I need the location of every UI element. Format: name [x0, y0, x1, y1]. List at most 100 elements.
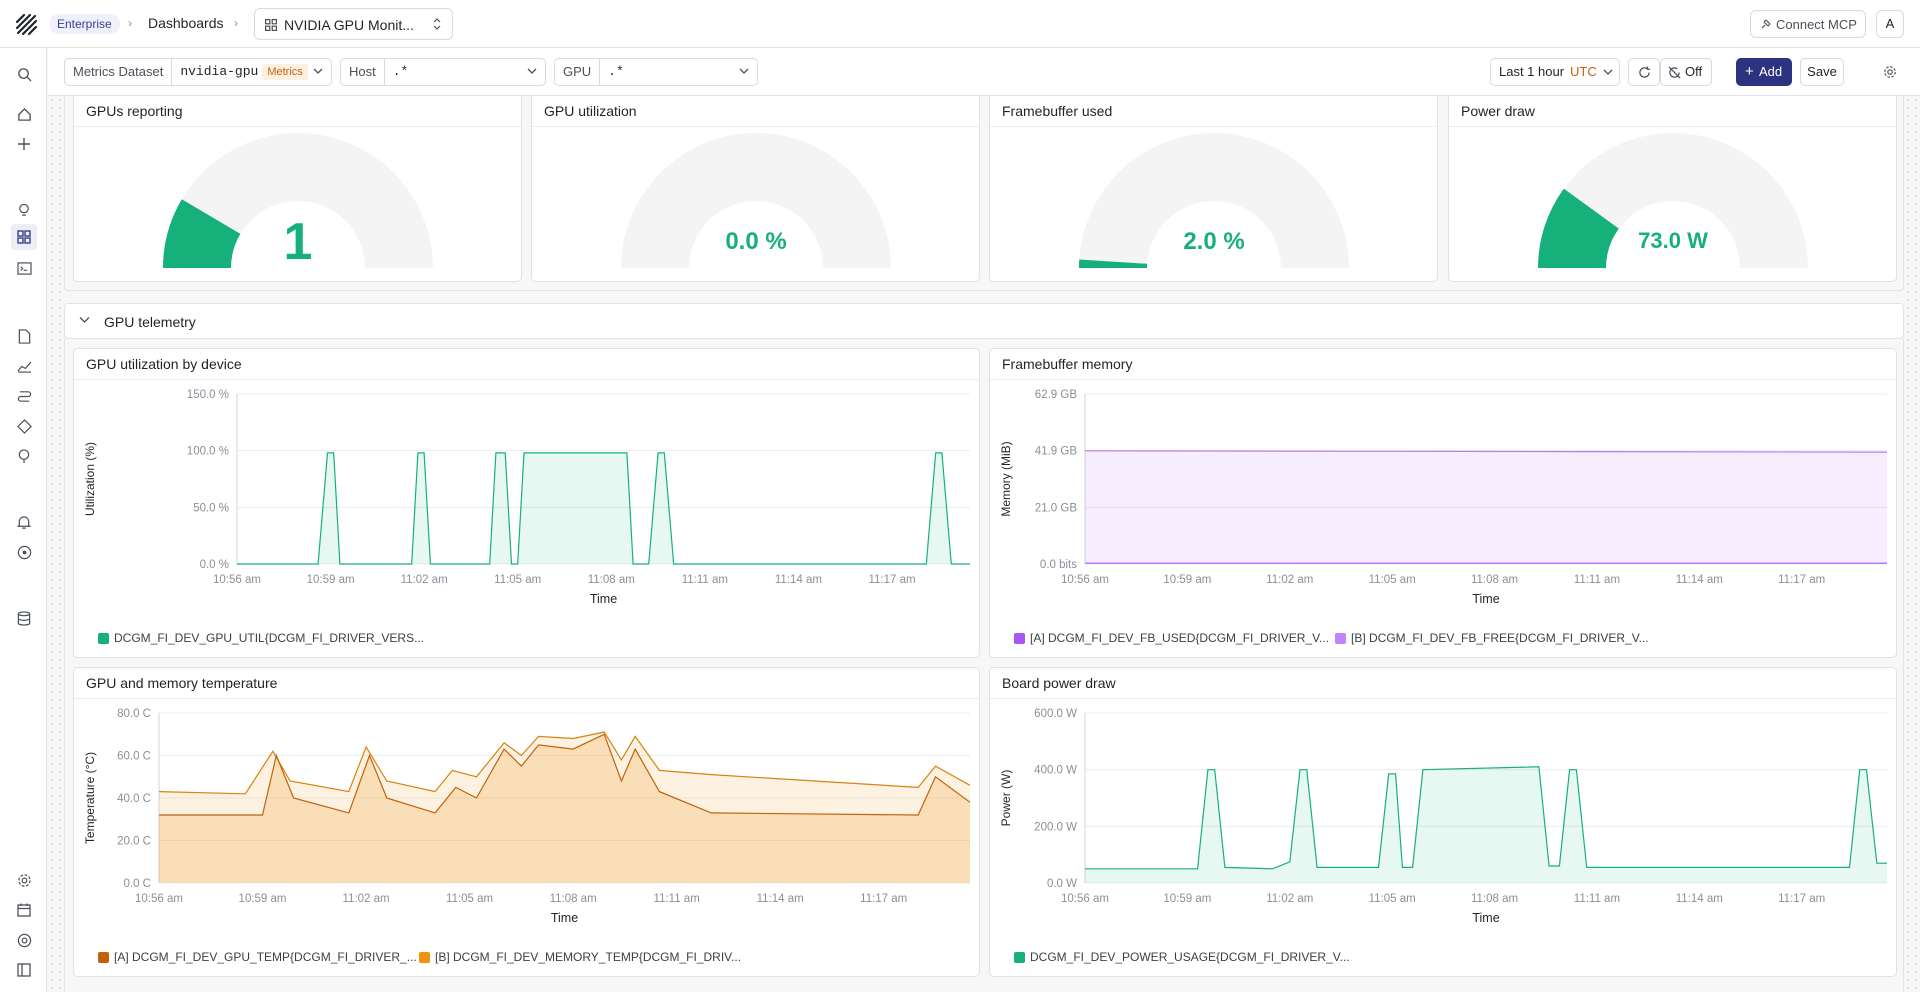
- chevron-right-icon: ›: [234, 16, 238, 30]
- util-chart: 150.0 % 100.0 % 50.0 % 0.0 % 10:56 am 10:59 a…: [83, 389, 970, 606]
- gauge-panel[interactable]: GPUs reporting 1: [73, 96, 522, 282]
- breadcrumb-dashboards[interactable]: Dashboards: [148, 15, 224, 31]
- target-icon[interactable]: [14, 542, 34, 562]
- refresh-icon: [1639, 66, 1651, 78]
- home-icon[interactable]: [14, 104, 34, 124]
- fb-chart: 62.9 GB 41.9 GB 21.0 GB 0.0 bits 10:56 am 10:…: [999, 389, 1888, 606]
- add-label: Add: [1759, 64, 1783, 79]
- y-axis-label: Temperature (°C): [83, 752, 97, 844]
- gauge-fill: [163, 199, 241, 268]
- legend-item[interactable]: [B] DCGM_FI_DEV_MEMORY_TEMP{DCGM_FI_DRIV…: [419, 950, 741, 964]
- y-tick-label: 0.0 C: [124, 878, 152, 890]
- add-button[interactable]: + Add: [1736, 58, 1792, 86]
- legend-item[interactable]: [A] DCGM_FI_DEV_GPU_TEMP{DCGM_FI_DRIVER_…: [98, 950, 417, 964]
- x-tick-label: 11:14 am: [775, 574, 822, 586]
- avatar[interactable]: A: [1876, 10, 1904, 38]
- gauge-value: 0.0 %: [725, 228, 787, 255]
- plug-icon: [1761, 19, 1771, 29]
- panel-title: Power draw: [1449, 96, 1896, 127]
- chevron-down-icon: [739, 68, 749, 74]
- chevron-right-icon: ›: [128, 16, 132, 30]
- x-tick-label: 10:56 am: [213, 574, 261, 586]
- legend-item[interactable]: [A] DCGM_FI_DEV_FB_USED{DCGM_FI_DRIVER_V…: [1014, 631, 1329, 645]
- row-header-gpu-telemetry[interactable]: GPU telemetry: [64, 303, 1904, 339]
- search-icon[interactable]: [14, 64, 34, 84]
- dashboard-title: NVIDIA GPU Monit...: [284, 17, 414, 33]
- x-tick-label: 11:08 am: [588, 574, 635, 586]
- y-tick-label: 0.0 bits: [1040, 559, 1077, 571]
- sidebar-toggle-icon[interactable]: [14, 960, 34, 980]
- auto-refresh-button[interactable]: Off: [1660, 58, 1712, 86]
- dashboards-icon[interactable]: [11, 224, 37, 250]
- gpu-select[interactable]: .*: [600, 59, 757, 85]
- gauge-panel[interactable]: GPU utilization 0.0 %: [531, 96, 980, 282]
- x-tick-label: 11:08 am: [1471, 893, 1518, 905]
- brain-icon[interactable]: [14, 446, 34, 466]
- help-icon[interactable]: [14, 930, 34, 950]
- x-tick-label: 11:11 am: [1574, 893, 1620, 905]
- bell-icon[interactable]: [14, 512, 34, 532]
- host-variable[interactable]: Host .*: [340, 58, 546, 86]
- gauge-chart: [1538, 133, 1808, 268]
- time-range-picker[interactable]: Last 1 hour UTC: [1490, 58, 1620, 86]
- chevron-up-down-icon: [433, 18, 441, 30]
- x-tick-label: 11:17 am: [868, 574, 915, 586]
- plus-icon[interactable]: [14, 134, 34, 154]
- series-area: [237, 452, 970, 564]
- y-tick-label: 50.0 %: [193, 502, 229, 514]
- host-select[interactable]: .*: [385, 59, 545, 85]
- y-axis-label: Utilization (%): [83, 442, 97, 516]
- chart-line-icon[interactable]: [14, 356, 34, 376]
- settings-icon[interactable]: [14, 870, 34, 890]
- y-tick-label: 40.0 C: [117, 793, 151, 805]
- legend-label: [B] DCGM_FI_DEV_FB_FREE{DCGM_FI_DRIVER_V…: [1351, 631, 1649, 645]
- lightbulb-icon[interactable]: [14, 200, 34, 220]
- nodes-icon[interactable]: [14, 416, 34, 436]
- dataset-select[interactable]: nvidia-gpu Metrics: [172, 59, 331, 85]
- legend-label: DCGM_FI_DEV_POWER_USAGE{DCGM_FI_DRIVER_V…: [1030, 950, 1350, 964]
- series-line: [1084, 450, 1888, 453]
- connect-mcp-button[interactable]: Connect MCP: [1750, 10, 1866, 38]
- chevron-down-icon: [313, 68, 323, 74]
- x-tick-label: 11:08 am: [1471, 574, 1518, 586]
- chart-panel-power[interactable]: Board power draw 600.0 W 400.0 W 200.0 W 0.…: [989, 667, 1897, 977]
- legend-label: [B] DCGM_FI_DEV_MEMORY_TEMP{DCGM_FI_DRIV…: [435, 950, 742, 964]
- y-tick-label: 60.0 C: [117, 751, 151, 763]
- panel-title: GPU and memory temperature: [74, 668, 979, 699]
- chevron-down-icon: [527, 68, 537, 74]
- gauge-panel[interactable]: Framebuffer used 2.0 %: [989, 96, 1438, 282]
- app-logo[interactable]: [14, 12, 38, 36]
- legend-item[interactable]: DCGM_FI_DEV_GPU_UTIL{DCGM_FI_DRIVER_VERS…: [98, 631, 424, 645]
- gauge-value: 1: [283, 213, 313, 271]
- x-tick-label: 11:11 am: [1574, 574, 1620, 586]
- legend-item[interactable]: DCGM_FI_DEV_POWER_USAGE{DCGM_FI_DRIVER_V…: [1014, 950, 1350, 964]
- plan-badge: Enterprise: [49, 14, 120, 34]
- refresh-button[interactable]: [1628, 58, 1660, 86]
- dashboard-settings-button[interactable]: [1876, 58, 1904, 86]
- settings-icon: [1884, 66, 1896, 78]
- chart-panel-util[interactable]: GPU utilization by device 150.0 % 100.0 %…: [73, 348, 980, 658]
- y-tick-label: 400.0 W: [1034, 765, 1077, 777]
- document-icon[interactable]: [14, 326, 34, 346]
- dataset-label: Metrics Dataset: [65, 59, 173, 85]
- chart-panel-temp[interactable]: GPU and memory temperature 80.0 C 60.0 C 4…: [73, 667, 980, 977]
- chart-panel-fb[interactable]: Framebuffer memory 62.9 GB 41.9 GB 21.0 GB…: [989, 348, 1897, 658]
- legend-item[interactable]: [B] DCGM_FI_DEV_FB_FREE{DCGM_FI_DRIVER_V…: [1335, 631, 1649, 645]
- legend-label: DCGM_FI_DEV_GPU_UTIL{DCGM_FI_DRIVER_VERS…: [114, 631, 425, 645]
- series-line: [158, 731, 971, 795]
- gauge-panel[interactable]: Power draw 73.0 W: [1448, 96, 1897, 282]
- panel-title: GPUs reporting: [74, 96, 521, 127]
- gauge-chart: [621, 133, 891, 268]
- save-button[interactable]: Save: [1800, 58, 1844, 86]
- database-icon[interactable]: [14, 608, 34, 628]
- route-icon[interactable]: [14, 386, 34, 406]
- y-tick-label: 100.0 %: [187, 446, 229, 458]
- terminal-icon[interactable]: [14, 258, 34, 278]
- dataset-variable[interactable]: Metrics Dataset nvidia-gpu Metrics: [64, 58, 332, 86]
- gpu-variable[interactable]: GPU .*: [554, 58, 758, 86]
- sidebar: [0, 48, 47, 992]
- x-tick-label: 11:05 am: [494, 574, 541, 586]
- y-tick-label: 80.0 C: [117, 708, 151, 720]
- dashboard-select[interactable]: NVIDIA GPU Monit...: [254, 8, 453, 40]
- calendar-icon[interactable]: [14, 900, 34, 920]
